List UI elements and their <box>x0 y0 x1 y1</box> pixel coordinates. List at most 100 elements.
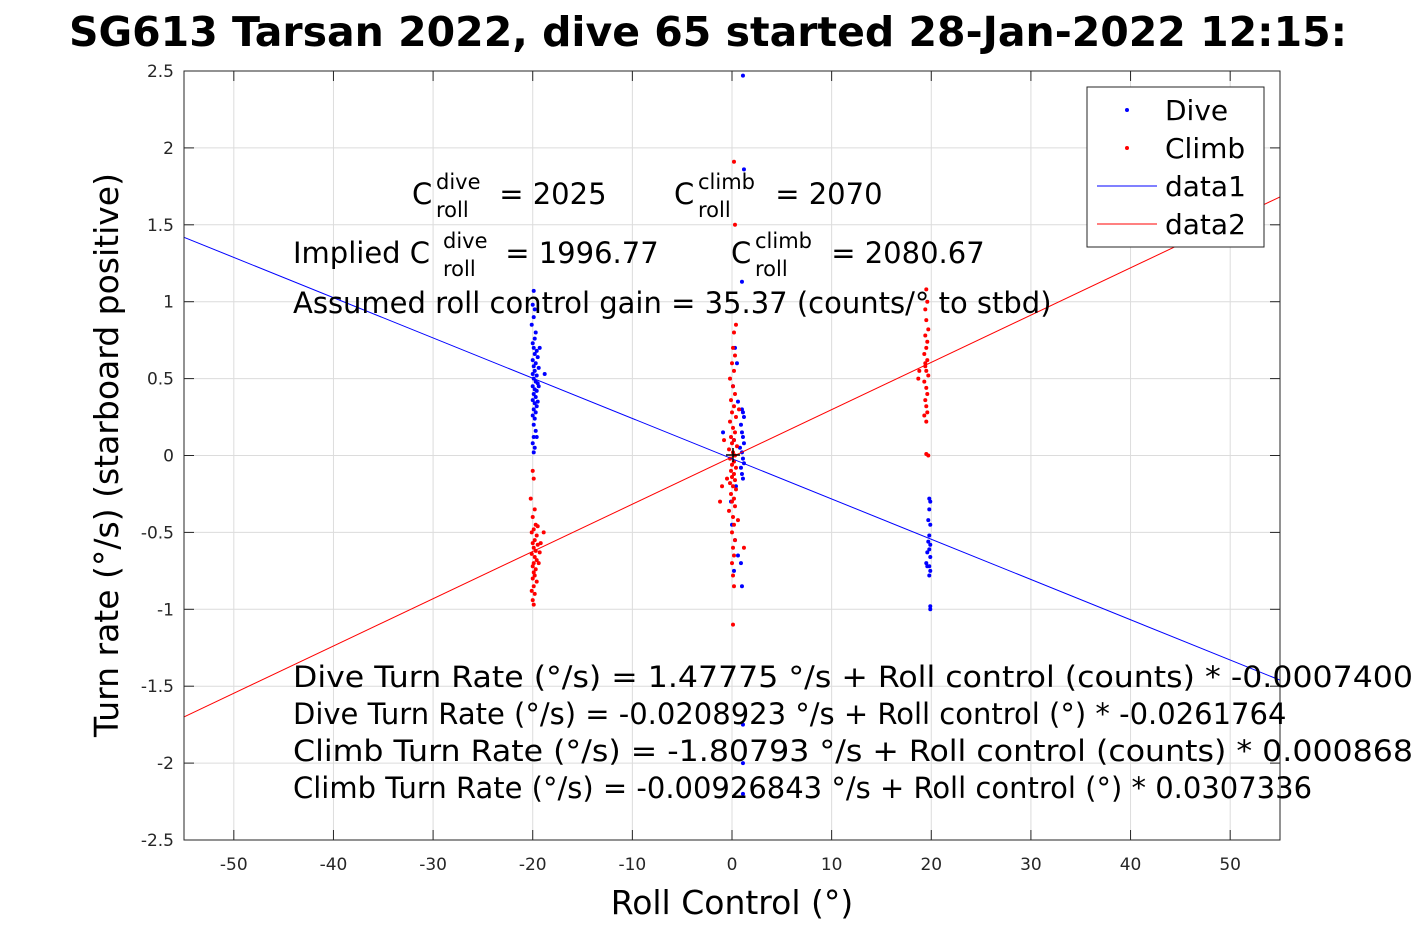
data-point-dive <box>532 401 537 406</box>
c-dive-sup: dive <box>436 170 481 194</box>
data-point-dive <box>530 358 535 363</box>
data-point-climb <box>530 468 535 473</box>
data-point-climb <box>730 622 735 627</box>
data-point-climb <box>736 407 741 412</box>
data-point-dive <box>927 533 932 538</box>
legend-label-climb: Climb <box>1165 132 1245 165</box>
equation-climb-counts: Climb Turn Rate (°/s) = -1.80793 °/s + R… <box>293 734 1413 768</box>
y-tick-label: 1.5 <box>147 216 174 236</box>
data-point-climb <box>731 522 736 527</box>
data-point-climb <box>730 384 735 389</box>
data-point-dive <box>531 391 536 396</box>
data-point-climb <box>925 358 930 363</box>
data-point-dive <box>721 430 726 435</box>
data-point-climb <box>530 564 535 569</box>
data-point-dive <box>739 407 744 412</box>
c-dive-base: C <box>412 177 432 211</box>
data-point-dive <box>924 561 929 566</box>
data-point-climb <box>731 584 736 589</box>
y-axis-label: Turn rate (°/s) (starboard positive) <box>87 173 126 738</box>
plot-frame <box>183 70 1281 841</box>
data-point-climb <box>730 561 734 566</box>
data-point-dive <box>928 499 933 504</box>
data-point-climb <box>924 404 929 409</box>
data-point-climb <box>926 453 931 458</box>
data-point-climb <box>731 438 736 443</box>
data-point-dive <box>535 381 540 386</box>
data-point-climb <box>925 339 930 344</box>
data-point-climb <box>924 419 929 424</box>
data-point-dive <box>738 561 743 566</box>
data-point-dive <box>537 345 542 350</box>
equation-dive-counts: Dive Turn Rate (°/s) = 1.47775 °/s + Rol… <box>293 660 1413 694</box>
data-point-dive <box>928 607 933 612</box>
data-point-dive <box>534 388 539 393</box>
data-point-climb <box>530 576 535 581</box>
data-point-climb <box>733 465 738 470</box>
data-point-climb <box>532 573 537 578</box>
data-point-dive <box>739 279 744 284</box>
data-point-climb <box>732 391 737 396</box>
data-point-climb <box>732 478 737 483</box>
legend-marker-climb <box>1125 146 1129 150</box>
data-point-climb <box>528 496 533 501</box>
data-point-dive <box>530 398 535 403</box>
x-tick-label: 30 <box>1020 855 1042 875</box>
c-climb-sup: climb <box>698 170 755 194</box>
x-tick-label: 20 <box>920 855 942 875</box>
data-point-climb <box>730 530 734 535</box>
x-axis-label: Roll Control (°) <box>611 883 854 922</box>
data-point-dive <box>740 476 745 481</box>
data-point-climb <box>729 435 734 440</box>
data-point-climb <box>923 398 928 403</box>
data-point-dive <box>529 322 534 327</box>
data-point-climb <box>923 307 928 312</box>
data-point-dive <box>531 345 536 350</box>
data-point-climb <box>727 447 732 452</box>
data-point-dive <box>741 441 746 446</box>
data-point-climb <box>535 524 540 529</box>
data-point-climb <box>730 345 735 350</box>
data-point-climb <box>530 598 535 603</box>
data-point-climb <box>531 584 536 589</box>
legend-label-data1: data1 <box>1165 170 1246 203</box>
implied-dive-prefix: Implied C <box>293 236 430 270</box>
data-point-climb <box>729 468 734 473</box>
data-point-climb <box>725 476 730 481</box>
data-point-dive <box>740 73 745 78</box>
data-point-dive <box>928 568 933 573</box>
legend-label-dive: Dive <box>1165 94 1228 127</box>
data-point-climb <box>734 444 739 449</box>
data-point-climb <box>730 410 734 415</box>
implied-climb-sub: roll <box>755 257 788 281</box>
data-point-climb <box>731 553 736 558</box>
implied-climb-base: C <box>731 236 751 270</box>
data-point-climb <box>537 550 542 555</box>
data-point-climb <box>728 481 733 486</box>
data-point-climb <box>730 361 734 366</box>
data-point-dive <box>740 722 745 727</box>
data-point-climb <box>530 515 535 520</box>
data-point-dive <box>535 399 540 404</box>
series-layer <box>183 73 1281 796</box>
data-point-dive <box>536 384 541 389</box>
data-point-dive <box>731 568 736 573</box>
legend-marker-dive <box>1125 108 1129 112</box>
x-tick-label: 40 <box>1120 855 1142 875</box>
annotation-c-climb: C climb roll = 2070 <box>674 170 883 222</box>
data-point-dive <box>533 395 538 400</box>
x-tick-label: -30 <box>419 855 447 875</box>
data-point-dive <box>530 302 535 307</box>
data-point-dive <box>536 365 541 370</box>
data-point-climb <box>926 373 931 378</box>
data-point-climb <box>720 484 725 489</box>
data-point-climb <box>922 379 927 384</box>
y-tick-label: -1 <box>157 600 174 620</box>
data-point-dive <box>531 364 536 369</box>
data-point-climb <box>531 545 536 550</box>
data-point-climb <box>731 471 736 476</box>
data-point-climb <box>731 159 736 164</box>
y-tick-label: -2 <box>157 754 174 774</box>
data-point-dive <box>531 315 536 320</box>
